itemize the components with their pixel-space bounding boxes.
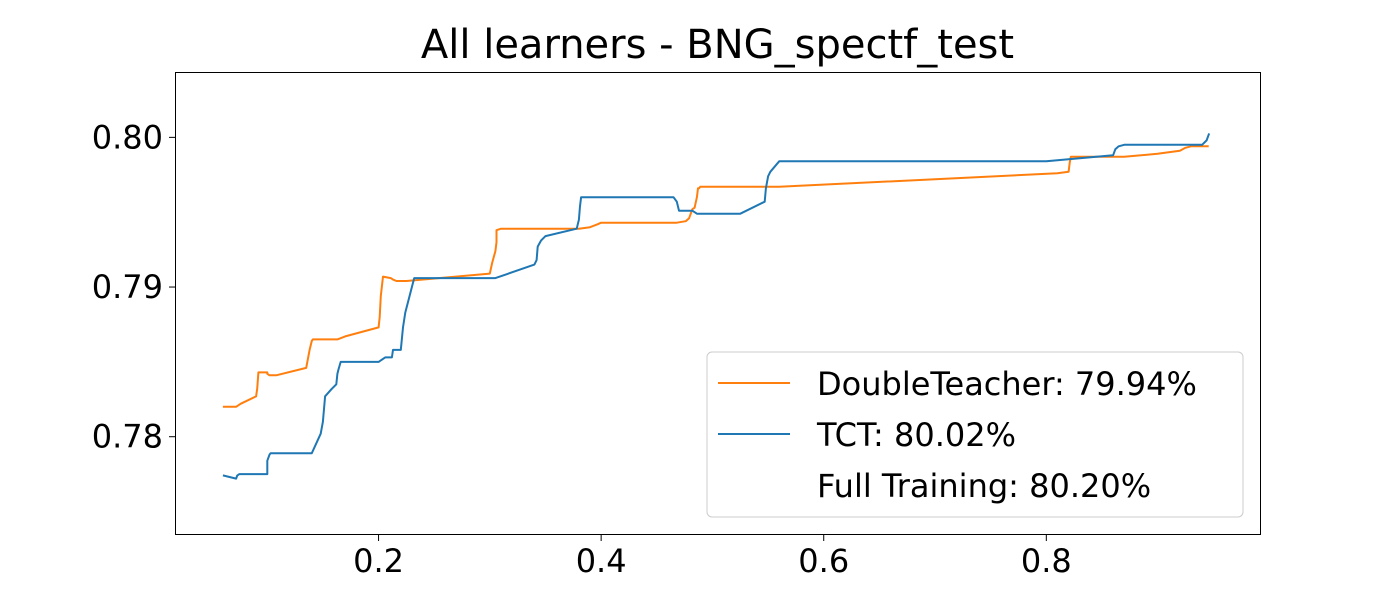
x-tick-label: 0.4 xyxy=(576,542,627,580)
legend: DoubleTeacher: 79.94% TCT: 80.02% Full Tra… xyxy=(706,351,1244,518)
x-tick-label: 0.8 xyxy=(1021,542,1072,580)
legend-box xyxy=(706,351,1244,518)
y-tick-label: 0.80 xyxy=(92,118,163,156)
series-layer xyxy=(222,133,1211,480)
legend-entries: DoubleTeacher: 79.94% TCT: 80.02% Full Tra… xyxy=(718,365,1197,505)
legend-label: DoubleTeacher: 79.94% xyxy=(817,365,1197,403)
series-line-tct xyxy=(222,133,1211,480)
x-tick-label: 0.2 xyxy=(353,542,404,580)
legend-label: TCT: 80.02% xyxy=(816,416,1016,454)
y-tick-label: 0.78 xyxy=(92,418,163,456)
x-tick-label: 0.6 xyxy=(798,542,849,580)
legend-label: Full Training: 80.20% xyxy=(817,467,1151,505)
axes-frame xyxy=(175,72,1261,535)
ticks-layer: 0.2 0.4 0.6 0.8 0.78 0.79 0.80 xyxy=(92,118,1072,580)
series-line-doubleteacher xyxy=(222,145,1209,408)
y-tick-label: 0.79 xyxy=(92,268,163,306)
chart-title: All learners - BNG_spectf_test xyxy=(420,22,1015,68)
